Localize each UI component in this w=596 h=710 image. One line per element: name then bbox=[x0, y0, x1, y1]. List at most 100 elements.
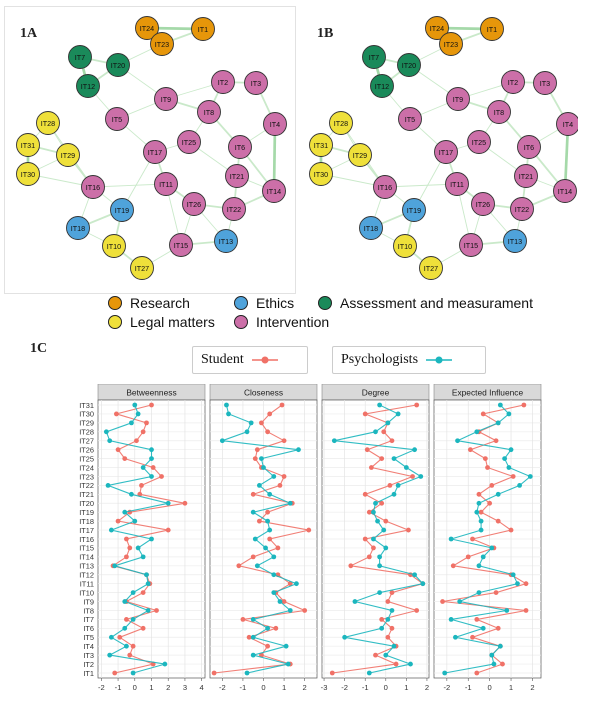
data-point bbox=[371, 536, 376, 542]
svg-text:IT25: IT25 bbox=[472, 138, 486, 147]
network-node-it29: IT29 bbox=[56, 143, 80, 167]
data-point bbox=[271, 590, 277, 595]
svg-text:IT31: IT31 bbox=[21, 141, 35, 150]
data-point bbox=[248, 420, 254, 426]
data-point bbox=[385, 617, 391, 622]
data-point bbox=[515, 581, 520, 587]
data-point bbox=[150, 465, 156, 470]
network-node-it26: IT26 bbox=[471, 192, 495, 216]
data-point bbox=[476, 590, 482, 595]
svg-text:IT15: IT15 bbox=[174, 241, 188, 250]
data-point bbox=[371, 545, 376, 551]
data-point bbox=[373, 652, 378, 658]
data-point bbox=[122, 456, 128, 461]
data-point bbox=[352, 599, 358, 604]
data-point bbox=[480, 625, 486, 631]
data-point bbox=[521, 402, 527, 408]
x-tick-label: 0 bbox=[488, 683, 492, 692]
data-point bbox=[149, 402, 154, 408]
y-tick-label: IT1 bbox=[83, 669, 94, 678]
svg-text:IT8: IT8 bbox=[494, 108, 504, 117]
network-node-it21: IT21 bbox=[514, 164, 538, 188]
network-node-it3: IT3 bbox=[244, 71, 268, 95]
network-node-it2: IT2 bbox=[501, 70, 525, 94]
data-point bbox=[474, 670, 480, 676]
svg-text:IT6: IT6 bbox=[235, 143, 245, 152]
y-tick-label: IT3 bbox=[83, 651, 94, 660]
svg-text:IT10: IT10 bbox=[107, 242, 121, 251]
data-point bbox=[144, 420, 149, 426]
data-point bbox=[277, 483, 283, 488]
x-tick-label: -2 bbox=[341, 683, 348, 692]
data-point bbox=[485, 465, 490, 470]
svg-text:IT7: IT7 bbox=[75, 53, 85, 62]
network-node-it24: IT24 bbox=[135, 16, 159, 40]
data-point bbox=[497, 643, 503, 649]
series-legend-psychologists: Psychologists bbox=[332, 346, 486, 374]
y-tick-label: IT8 bbox=[83, 606, 94, 615]
data-point bbox=[265, 518, 271, 524]
data-point bbox=[478, 518, 484, 524]
network-1b: IT24 IT1 IT23 IT7 IT20 IT12 IT2 IT3 IT9 IT8 IT28 IT… bbox=[309, 16, 578, 280]
network-node-it21: IT21 bbox=[225, 164, 249, 188]
x-tick-label: -2 bbox=[443, 683, 450, 692]
y-tick-label: IT19 bbox=[79, 508, 94, 517]
data-point bbox=[244, 429, 250, 435]
data-point bbox=[271, 554, 277, 560]
data-point bbox=[495, 625, 501, 631]
series-label-student: Student bbox=[201, 352, 244, 367]
panel-label-1b: 1B bbox=[317, 26, 334, 41]
svg-text:IT23: IT23 bbox=[444, 40, 458, 49]
data-point bbox=[135, 545, 141, 551]
data-point bbox=[271, 572, 277, 578]
data-point bbox=[487, 500, 493, 506]
data-point bbox=[115, 447, 121, 453]
series-swatch-psychologists bbox=[426, 356, 453, 364]
svg-text:IT17: IT17 bbox=[439, 148, 453, 157]
facet-title: Closeness bbox=[244, 388, 283, 398]
data-point bbox=[408, 661, 413, 667]
data-point bbox=[385, 634, 391, 640]
y-tick-label: IT27 bbox=[79, 437, 94, 446]
svg-text:IT21: IT21 bbox=[230, 172, 244, 181]
data-point bbox=[495, 491, 501, 497]
network-node-it13: IT13 bbox=[503, 229, 527, 253]
network-node-it14: IT14 bbox=[553, 179, 577, 203]
data-point bbox=[412, 447, 417, 453]
svg-text:IT11: IT11 bbox=[159, 180, 173, 189]
svg-text:IT14: IT14 bbox=[267, 187, 281, 196]
data-point bbox=[108, 634, 114, 640]
x-tick-label: 2 bbox=[303, 683, 307, 692]
legend-dot-assessment bbox=[318, 296, 332, 310]
svg-text:IT18: IT18 bbox=[71, 224, 85, 233]
y-tick-label: IT7 bbox=[83, 615, 94, 624]
y-tick-label: IT15 bbox=[79, 544, 94, 553]
network-node-it1: IT1 bbox=[191, 17, 215, 41]
data-point bbox=[523, 581, 529, 587]
svg-text:IT20: IT20 bbox=[402, 61, 416, 70]
data-point bbox=[379, 617, 385, 622]
data-point bbox=[455, 438, 460, 444]
data-point bbox=[366, 554, 372, 560]
data-point bbox=[504, 608, 510, 613]
data-point bbox=[145, 581, 151, 587]
svg-text:IT9: IT9 bbox=[453, 95, 463, 104]
data-point bbox=[107, 652, 113, 658]
x-tick-label: -2 bbox=[98, 683, 105, 692]
data-point bbox=[491, 661, 497, 667]
data-point bbox=[265, 429, 271, 435]
data-point bbox=[103, 429, 109, 435]
svg-text:IT13: IT13 bbox=[508, 237, 522, 246]
svg-text:IT30: IT30 bbox=[21, 170, 35, 179]
data-point bbox=[134, 438, 139, 444]
series-label-psychologists: Psychologists bbox=[341, 352, 419, 367]
y-tick-label: IT25 bbox=[79, 454, 94, 463]
data-point bbox=[476, 500, 482, 506]
data-point bbox=[108, 527, 114, 533]
network-node-it15: IT15 bbox=[459, 233, 483, 257]
svg-text:IT28: IT28 bbox=[334, 119, 348, 128]
data-point bbox=[453, 634, 458, 640]
data-point bbox=[403, 465, 409, 470]
data-point bbox=[162, 661, 168, 667]
data-point bbox=[267, 527, 273, 533]
